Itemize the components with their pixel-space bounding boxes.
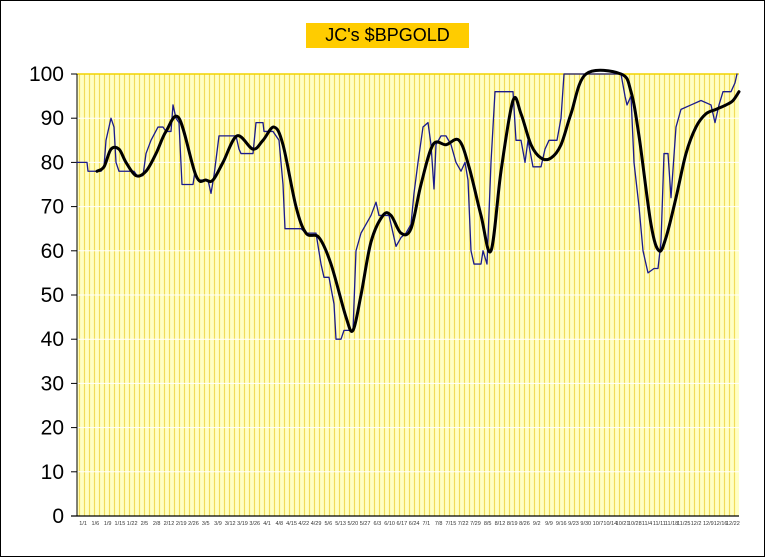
- y-tick-label: 90: [41, 107, 64, 130]
- x-tick-label: 8/5: [484, 521, 492, 527]
- x-tick-label: 7/22: [458, 521, 469, 527]
- x-tick-label: 2/19: [176, 521, 187, 527]
- x-tick-label: 7/8: [435, 521, 443, 527]
- x-tick-label: 7/15: [446, 521, 457, 527]
- x-tick-label: 1/1: [79, 521, 87, 527]
- y-tick-label: 40: [41, 328, 64, 351]
- y-tick-label: 70: [41, 196, 64, 219]
- x-tick-label: 8/26: [519, 521, 530, 527]
- x-tick-label: 12/9: [703, 521, 714, 527]
- x-tick-label: 1/15: [115, 521, 126, 527]
- x-tick-label: 9/23: [568, 521, 579, 527]
- x-tick-label: 2/8: [153, 521, 161, 527]
- x-tick-label: 4/1: [263, 521, 271, 527]
- x-tick-label: 12/22: [726, 521, 740, 527]
- x-tick-label: 10/21: [616, 521, 630, 527]
- x-tick-label: 7/29: [470, 521, 481, 527]
- x-tick-label: 5/20: [347, 521, 358, 527]
- x-tick-label: 9/9: [545, 521, 553, 527]
- y-tick-label: 100: [29, 63, 64, 86]
- x-tick-label: 3/9: [214, 521, 222, 527]
- x-tick-label: 10/14: [603, 521, 617, 527]
- x-tick-label: 2/5: [141, 521, 149, 527]
- chart-title: JC's $BPGOLD: [306, 23, 469, 48]
- x-tick-label: 2/26: [188, 521, 199, 527]
- y-tick-label: 80: [41, 151, 64, 174]
- x-tick-label: 10/28: [628, 521, 642, 527]
- x-tick-label: 5/27: [360, 521, 371, 527]
- y-tick-label: 30: [41, 372, 64, 395]
- series-line-moving-average: [95, 68, 741, 333]
- x-tick-label: 7/1: [423, 521, 431, 527]
- x-tick-label: 1/22: [127, 521, 138, 527]
- x-tick-label: 9/2: [533, 521, 541, 527]
- x-tick-label: 3/12: [225, 521, 236, 527]
- y-tick-labels: 0 10 20 30 40 50 60 70 80 90 100: [29, 63, 64, 528]
- x-tick-label: 5/6: [324, 521, 332, 527]
- x-tick-label: 9/16: [556, 521, 567, 527]
- y-tick-label: 60: [41, 240, 64, 263]
- x-tick-label: 3/19: [237, 521, 248, 527]
- x-tick-label: 11/11: [653, 521, 666, 527]
- x-tick-label: 6/17: [397, 521, 408, 527]
- x-tick-label: 4/22: [298, 521, 309, 527]
- x-tick-label: 9/30: [580, 521, 591, 527]
- x-tick-label: 3/5: [202, 521, 210, 527]
- x-tick-label: 11/4: [642, 521, 652, 527]
- x-tick-label: 1/9: [104, 521, 112, 527]
- series-group: [76, 68, 741, 340]
- x-tick-label: 12/16: [714, 521, 728, 527]
- y-tick-label: 10: [41, 461, 64, 484]
- x-tick-label: 3/26: [249, 521, 260, 527]
- x-tick-label: 8/19: [507, 521, 518, 527]
- x-tick-label: 8/12: [495, 521, 506, 527]
- axes: [71, 73, 739, 517]
- x-tick-label: 6/24: [409, 521, 420, 527]
- x-tick-label: 4/8: [275, 521, 283, 527]
- x-tick-label: 11/25: [677, 521, 690, 527]
- x-tick-label: 11/18: [665, 521, 678, 527]
- x-tick-label: 6/3: [374, 521, 382, 527]
- x-tick-label: 1/6: [92, 521, 100, 527]
- series-line-bpgold: [76, 73, 738, 340]
- y-tick-label: 50: [41, 284, 64, 307]
- x-tick-label: 6/10: [384, 521, 395, 527]
- y-tick-label: 20: [41, 417, 64, 440]
- x-tick-label: 2/12: [164, 521, 175, 527]
- horizontal-gridlines: [77, 117, 739, 473]
- x-tick-labels: 1/1 1/6 1/9 1/15 1/22 2/5 2/8 2/12 2/19 2/26 3/5 3/…: [79, 521, 739, 527]
- x-tick-label: 10/7: [593, 521, 604, 527]
- x-tick-label: 5/13: [335, 521, 346, 527]
- x-tick-label: 4/29: [311, 521, 322, 527]
- y-tick-label: 0: [52, 505, 64, 528]
- x-tick-label: 4/15: [286, 521, 297, 527]
- x-tick-label: 12/2: [691, 521, 702, 527]
